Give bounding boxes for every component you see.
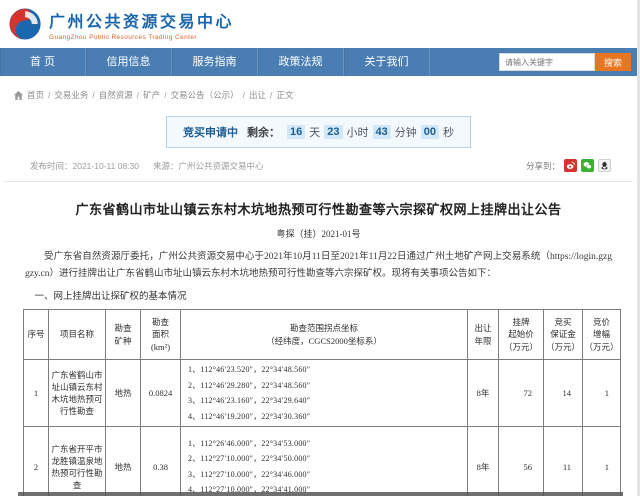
countdown-wrap: 竞买申请中 剩余： 16 天 23 小时 43 分钟 00 秒 — [0, 116, 637, 148]
site-title: 广州公共资源交易中心 — [49, 13, 235, 31]
col-header-increment: 竞价 增幅 （万元） — [582, 309, 621, 360]
nav-item-policies[interactable]: 政策法规 — [258, 48, 344, 76]
site-header: 广州公共资源交易中心 GuangZhou Public Resources Tr… — [0, 0, 637, 48]
cell-project-name: 广东省开平市龙胜镇温泉地热预可行性勘查 — [48, 426, 106, 496]
source: 来源：广州公共资源交易中心 — [152, 160, 264, 171]
share-bar: 分享到： — [526, 159, 611, 172]
cell-seq: 1 — [23, 359, 49, 427]
cell-deposit: 11 — [543, 426, 583, 496]
share-weibo-icon[interactable] — [564, 159, 577, 172]
breadcrumb-natural-resources[interactable]: 自然资源 — [98, 90, 133, 100]
countdown-days: 16 — [287, 125, 306, 139]
share-qq-icon[interactable] — [598, 159, 611, 172]
breadcrumb-separator: / — [92, 90, 95, 100]
col-header-area: 勘查 面积 (km²) — [140, 309, 181, 360]
home-icon — [14, 90, 23, 100]
mining-rights-table: 序号 项目名称 勘查 矿种 勘查 面积 (km²) 勘查范围拐点坐标 （经纬度，CGCS… — [23, 309, 621, 496]
cell-increment: 1 — [582, 359, 621, 427]
countdown-minutes: 43 — [372, 125, 391, 139]
col-header-project-name: 项目名称 — [48, 309, 106, 360]
col-header-seq: 序号 — [23, 309, 49, 360]
divider — [4, 181, 633, 182]
nav-item-home[interactable]: 首 页 — [0, 48, 86, 76]
nav-item-about-us[interactable]: 关于我们 — [344, 48, 430, 76]
cell-seq: 2 — [23, 426, 49, 496]
cell-term: 8年 — [467, 426, 499, 496]
breadcrumb-separator: / — [136, 90, 140, 100]
col-header-coordinates: 勘查范围拐点坐标 （经纬度，CGCS2000坐标系） — [180, 309, 468, 360]
cell-term: 8年 — [467, 359, 499, 427]
table-header-row: 序号 项目名称 勘查 矿种 勘查 面积 (km²) 勘查范围拐点坐标 （经纬度，CGCS… — [23, 309, 621, 360]
cell-coordinates: 1、112°46′23.520″，22°34′48.560″ 2、112°46′… — [180, 359, 468, 427]
cell-deposit: 14 — [543, 359, 583, 427]
cell-increment: 1 — [582, 426, 621, 496]
breadcrumb-transfer[interactable]: 出让 — [248, 90, 266, 100]
col-header-deposit: 竞买 保证金 （万元） — [543, 309, 583, 360]
countdown-box: 竞买申请中 剩余： 16 天 23 小时 43 分钟 00 秒 — [166, 116, 471, 148]
breadcrumb-trading-business[interactable]: 交易业务 — [54, 90, 89, 100]
article-intro: 受广东省自然资源厅委托，广州公共资源交易中心于2021年10月11日至2021年… — [25, 252, 612, 279]
countdown-hours: 23 — [324, 125, 343, 139]
cell-area: 0.38 — [140, 426, 181, 496]
publish-time: 发布时间：2021-10-11 08:30 — [30, 160, 139, 171]
cell-project-name: 广东省鹤山市址山镇云东村木坑地热预可行性勘查 — [48, 359, 106, 427]
logo-icon — [8, 7, 42, 41]
main-nav: 首 页 信用信息 服务指南 政策法规 关于我们 搜索 — [0, 48, 637, 76]
breadcrumb-announcements[interactable]: 交易公告（公示） — [170, 90, 239, 100]
table-row: 2 广东省开平市龙胜镇温泉地热预可行性勘查 地热 0.38 1、112°26′4… — [23, 426, 621, 496]
nav-item-service-guide[interactable]: 服务指南 — [172, 48, 258, 76]
countdown-hours-unit: 小时 — [346, 127, 369, 139]
col-header-mineral: 勘查 矿种 — [105, 309, 141, 360]
countdown-seconds: 00 — [420, 125, 439, 139]
logo-text: 广州公共资源交易中心 GuangZhou Public Resources Tr… — [49, 8, 234, 41]
cell-mineral: 地热 — [105, 359, 141, 427]
article-meta: 发布时间：2021-10-11 08:30 来源：广州公共资源交易中心 分享到： — [0, 159, 637, 172]
countdown-seconds-unit: 秒 — [443, 127, 454, 139]
screenshot-bottom-edge — [18, 492, 623, 496]
breadcrumb-separator: / — [48, 90, 51, 100]
search-input[interactable] — [499, 53, 595, 71]
table-row: 1 广东省鹤山市址山镇云东村木坑地热预可行性勘查 地热 0.0824 1、112… — [23, 359, 621, 427]
countdown-days-unit: 天 — [309, 127, 321, 139]
breadcrumb-separator: / — [242, 90, 245, 100]
countdown-remaining-label: 剩余： — [247, 127, 280, 139]
col-header-start-price: 挂牌 起始价 （万元） — [498, 309, 544, 360]
nav-item-credit-info[interactable]: 信用信息 — [86, 48, 172, 76]
article-title: 广东省鹤山市址山镇云东村木坑地热预可行性勘查等六宗探矿权网上挂牌出让公告 — [75, 202, 562, 217]
bid-status: 竞买申请中 — [183, 127, 238, 139]
cell-coordinates: 1、112°26′46.000″，22°34′53.000″ 2、112°27′… — [180, 426, 468, 496]
share-wechat-icon[interactable] — [581, 159, 594, 172]
breadcrumb-article[interactable]: 正文 — [276, 90, 294, 100]
cell-area: 0.0824 — [140, 359, 181, 427]
breadcrumb-home[interactable]: 首页 — [27, 90, 45, 100]
breadcrumb: 首页 / 交易业务 / 自然资源 / 矿产 / 交易公告（公示） / 出让 / … — [14, 89, 637, 101]
search-button[interactable]: 搜索 — [595, 53, 631, 71]
cell-start-price: 72 — [498, 359, 544, 427]
share-label: 分享到： — [525, 160, 560, 171]
document-number: 粤探（挂）2021-01号 — [276, 229, 361, 239]
breadcrumb-separator: / — [164, 90, 167, 100]
section-1-heading: 一、网上挂牌出让探矿权的基本情况 — [34, 292, 187, 302]
article: 广东省鹤山市址山镇云东村木坑地热预可行性勘查等六宗探矿权网上挂牌出让公告 粤探（… — [0, 201, 637, 496]
countdown-minutes-unit: 分钟 — [394, 127, 417, 139]
breadcrumb-minerals[interactable]: 矿产 — [143, 90, 161, 100]
search-area: 搜索 — [499, 53, 631, 71]
breadcrumb-separator: / — [269, 90, 273, 100]
cell-start-price: 56 — [498, 426, 544, 496]
site-subtitle: GuangZhou Public Resources Trading Cente… — [49, 33, 197, 41]
col-header-term: 出让 年限 — [467, 309, 499, 360]
cell-mineral: 地热 — [105, 426, 141, 496]
